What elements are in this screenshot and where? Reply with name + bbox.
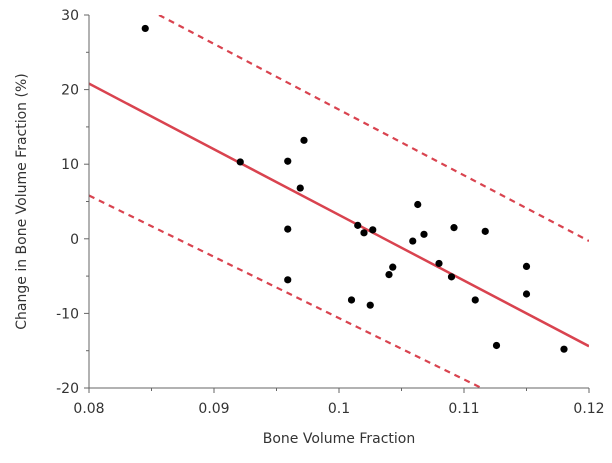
data-point <box>414 200 422 209</box>
axes: 0.08 0.09 0.1 0.11 0.12 -20 -10 0 10 20 30 <box>56 8 604 417</box>
data-point <box>409 237 417 245</box>
upper-prediction-band <box>158 15 589 243</box>
data-point <box>284 157 292 165</box>
lower-prediction-band <box>89 194 482 388</box>
y-tick-label: 30 <box>61 8 79 24</box>
data-point <box>450 224 458 232</box>
y-axis-title: Change in Bone Volume Fraction (%) <box>14 73 30 329</box>
data-point <box>522 262 531 271</box>
data-point <box>347 296 356 304</box>
x-tick-label: 0.1 <box>328 401 350 417</box>
data-point <box>522 290 531 298</box>
y-tick-label: 0 <box>70 232 79 248</box>
data-point <box>435 259 443 268</box>
x-tick-label: 0.12 <box>573 401 604 417</box>
prediction-bands <box>89 15 589 388</box>
data-point <box>471 296 479 304</box>
data-point <box>369 226 377 234</box>
x-tick-label: 0.08 <box>73 401 104 417</box>
data-point <box>354 221 362 229</box>
data-point <box>284 225 292 233</box>
data-point <box>284 276 292 284</box>
data-point <box>141 24 149 33</box>
y-tick-label: -10 <box>56 306 79 322</box>
data-point <box>560 345 568 353</box>
data-point <box>447 273 456 281</box>
data-points <box>141 24 568 353</box>
data-point <box>360 229 368 237</box>
data-point <box>389 263 397 271</box>
regression-line <box>89 82 589 348</box>
y-tick-label: 10 <box>61 157 79 173</box>
data-point <box>300 136 308 144</box>
data-point <box>481 227 489 235</box>
regression-line-group <box>89 82 589 348</box>
data-point <box>236 158 244 166</box>
x-tick-label: 0.11 <box>448 401 479 417</box>
x-tick-label: 0.09 <box>198 401 229 417</box>
y-tick-label: -20 <box>56 381 79 397</box>
x-axis-title: Bone Volume Fraction <box>263 431 416 447</box>
data-point <box>420 230 428 238</box>
y-tick-label: 20 <box>61 83 79 99</box>
data-point <box>492 341 501 350</box>
data-point <box>296 184 304 192</box>
data-point <box>385 271 393 279</box>
data-point <box>366 301 374 309</box>
